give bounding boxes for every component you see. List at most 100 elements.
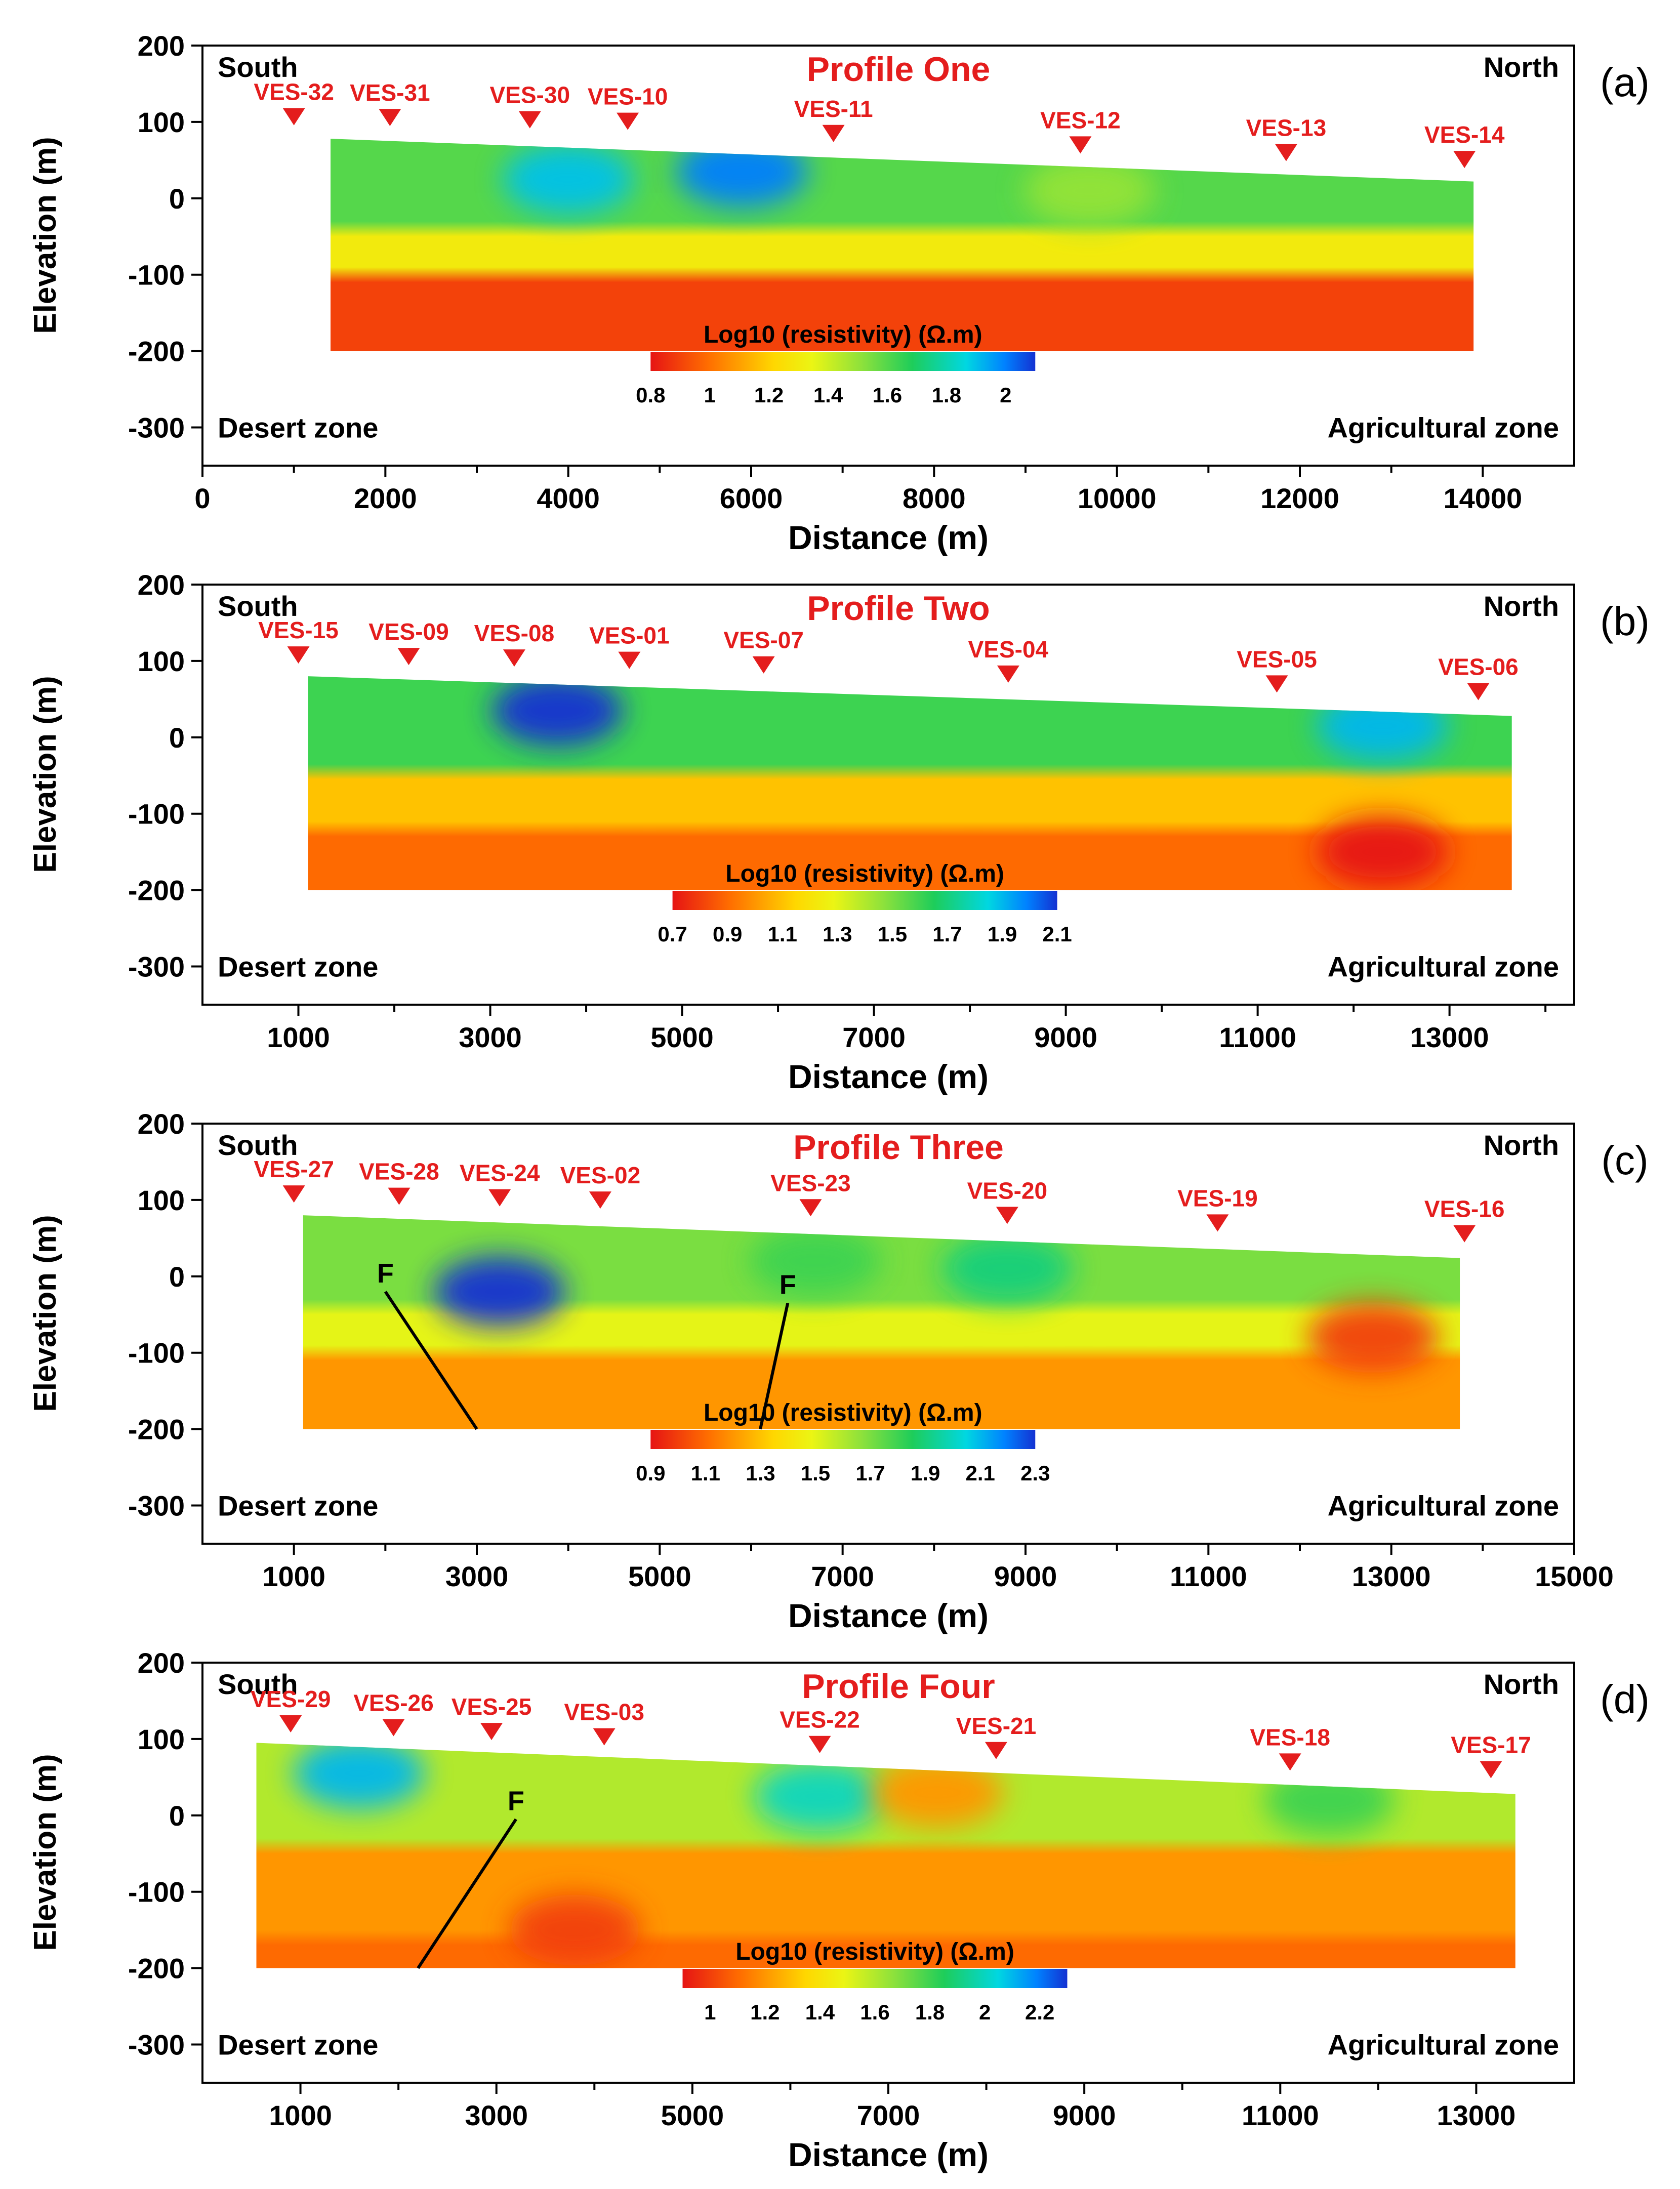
colorbar-tick-label: 2.2: [1025, 2000, 1054, 2024]
ves-label: VES-24: [460, 1160, 540, 1186]
ves-marker: [1069, 136, 1092, 154]
y-tick-label: -200: [128, 1953, 185, 1985]
colorbar: [672, 891, 1057, 910]
x-tick-label: 4000: [537, 482, 600, 514]
y-tick-label: -300: [128, 951, 185, 983]
south-label: South: [218, 1129, 298, 1161]
x-tick-label: 0: [194, 482, 210, 514]
resistivity-anomaly: [676, 139, 808, 207]
ves-marker: [618, 651, 641, 669]
x-tick-label: 13000: [1437, 2099, 1516, 2131]
colorbar-tick-label: 1: [704, 383, 716, 407]
ves-label: VES-09: [368, 618, 449, 645]
colorbar-tick-label: 1.3: [823, 922, 852, 946]
x-axis-label: Distance (m): [788, 519, 989, 556]
colorbar-tick-label: 1.2: [750, 2000, 780, 2024]
ves-label: VES-18: [1250, 1724, 1330, 1750]
x-tick-label: 7000: [842, 1021, 906, 1053]
ves-marker: [617, 112, 639, 130]
colorbar-tick-label: 1: [704, 2000, 716, 2024]
y-tick-label: 200: [138, 1108, 185, 1140]
ves-label: VES-14: [1424, 121, 1505, 148]
x-tick-label: 1000: [269, 2099, 332, 2131]
resistivity-anomaly: [434, 1256, 566, 1327]
y-axis-label: Elevation (m): [28, 676, 63, 873]
y-axis-label: Elevation (m): [28, 1754, 63, 1951]
ves-label: VES-10: [588, 84, 668, 110]
desert-zone-label: Desert zone: [218, 1490, 378, 1522]
colorbar-tick-label: 2: [979, 2000, 991, 2024]
colorbar-tick-label: 2.3: [1020, 1461, 1050, 1485]
colorbar-tick-label: 1.6: [873, 383, 902, 407]
ves-label: VES-15: [258, 617, 339, 643]
y-tick-label: -200: [128, 1414, 185, 1445]
resistivity-anomaly: [293, 1743, 425, 1809]
ves-marker: [488, 1189, 511, 1207]
ves-marker: [388, 1187, 411, 1205]
resistivity-anomaly: [749, 1225, 881, 1297]
x-tick-label: 9000: [1053, 2099, 1116, 2131]
ves-marker: [1453, 151, 1476, 169]
x-axis-label: Distance (m): [788, 1058, 989, 1095]
y-tick-label: 200: [138, 30, 185, 62]
ves-label: VES-16: [1424, 1196, 1505, 1222]
y-tick-label: -300: [128, 412, 185, 444]
plot-frame: [201, 1123, 1575, 1545]
colorbar-tick-label: 1.4: [813, 383, 843, 407]
panel-label: (a): [1600, 60, 1650, 105]
colorbar-tick-label: 1.8: [932, 383, 961, 407]
ves-label: VES-07: [723, 627, 804, 653]
ves-marker: [382, 1719, 405, 1737]
ves-label: VES-11: [794, 96, 873, 122]
colorbar-title: Log10 (resistivity) (Ω.m): [704, 1399, 982, 1426]
ves-label: VES-26: [353, 1690, 434, 1716]
x-tick-label: 5000: [650, 1021, 714, 1053]
x-tick-label: 12000: [1260, 482, 1339, 514]
fault-line: [384, 1291, 478, 1430]
colorbar-tick-label: 1.9: [911, 1461, 940, 1485]
desert-zone-label: Desert zone: [218, 951, 378, 983]
x-axis-label: Distance (m): [788, 2136, 989, 2173]
ves-marker: [287, 646, 310, 664]
ves-marker: [822, 125, 845, 142]
desert-zone-label: Desert zone: [218, 2029, 378, 2061]
fault-line: [759, 1302, 790, 1430]
ves-marker: [985, 1742, 1007, 1759]
colorbar: [650, 1430, 1036, 1449]
ves-label: VES-04: [968, 636, 1049, 663]
y-tick-label: -100: [128, 798, 185, 830]
ves-marker: [282, 1185, 305, 1203]
resistivity-anomaly: [502, 144, 634, 215]
x-tick-label: 11000: [1242, 2099, 1319, 2131]
fault-label: F: [508, 1786, 524, 1816]
colorbar-tick-label: 1.5: [801, 1461, 830, 1485]
agricultural-zone-label: Agricultural zone: [1328, 412, 1559, 444]
x-tick-label: 3000: [465, 2099, 528, 2131]
colorbar-tick-label: 0.9: [713, 922, 742, 946]
ves-label: VES-03: [564, 1699, 644, 1725]
colorbar-tick-label: 1.8: [915, 2000, 945, 2024]
ves-marker: [480, 1723, 503, 1741]
agricultural-zone-label: Agricultural zone: [1328, 2029, 1559, 2061]
y-tick-label: -100: [128, 259, 185, 291]
colorbar-tick-label: 0.7: [658, 922, 687, 946]
ves-marker: [996, 1207, 1018, 1224]
x-tick-label: 3000: [459, 1021, 522, 1053]
resistivity-anomaly: [1023, 155, 1156, 226]
resistivity-anomaly: [491, 676, 624, 746]
y-tick-label: 100: [138, 106, 185, 138]
profile-title: Profile Three: [793, 1128, 1004, 1167]
x-tick-label: 1000: [262, 1560, 325, 1592]
north-label: North: [1484, 590, 1559, 622]
ves-label: VES-21: [956, 1713, 1037, 1739]
colorbar-tick-label: 2.1: [965, 1461, 995, 1485]
y-tick-label: 0: [169, 722, 185, 754]
ves-marker: [1467, 683, 1490, 700]
plot-frame: [201, 45, 1575, 467]
resistivity-anomaly: [871, 1757, 1003, 1828]
x-tick-label: 3000: [445, 1560, 509, 1592]
ves-marker: [593, 1728, 616, 1746]
colorbar: [682, 1969, 1068, 1988]
